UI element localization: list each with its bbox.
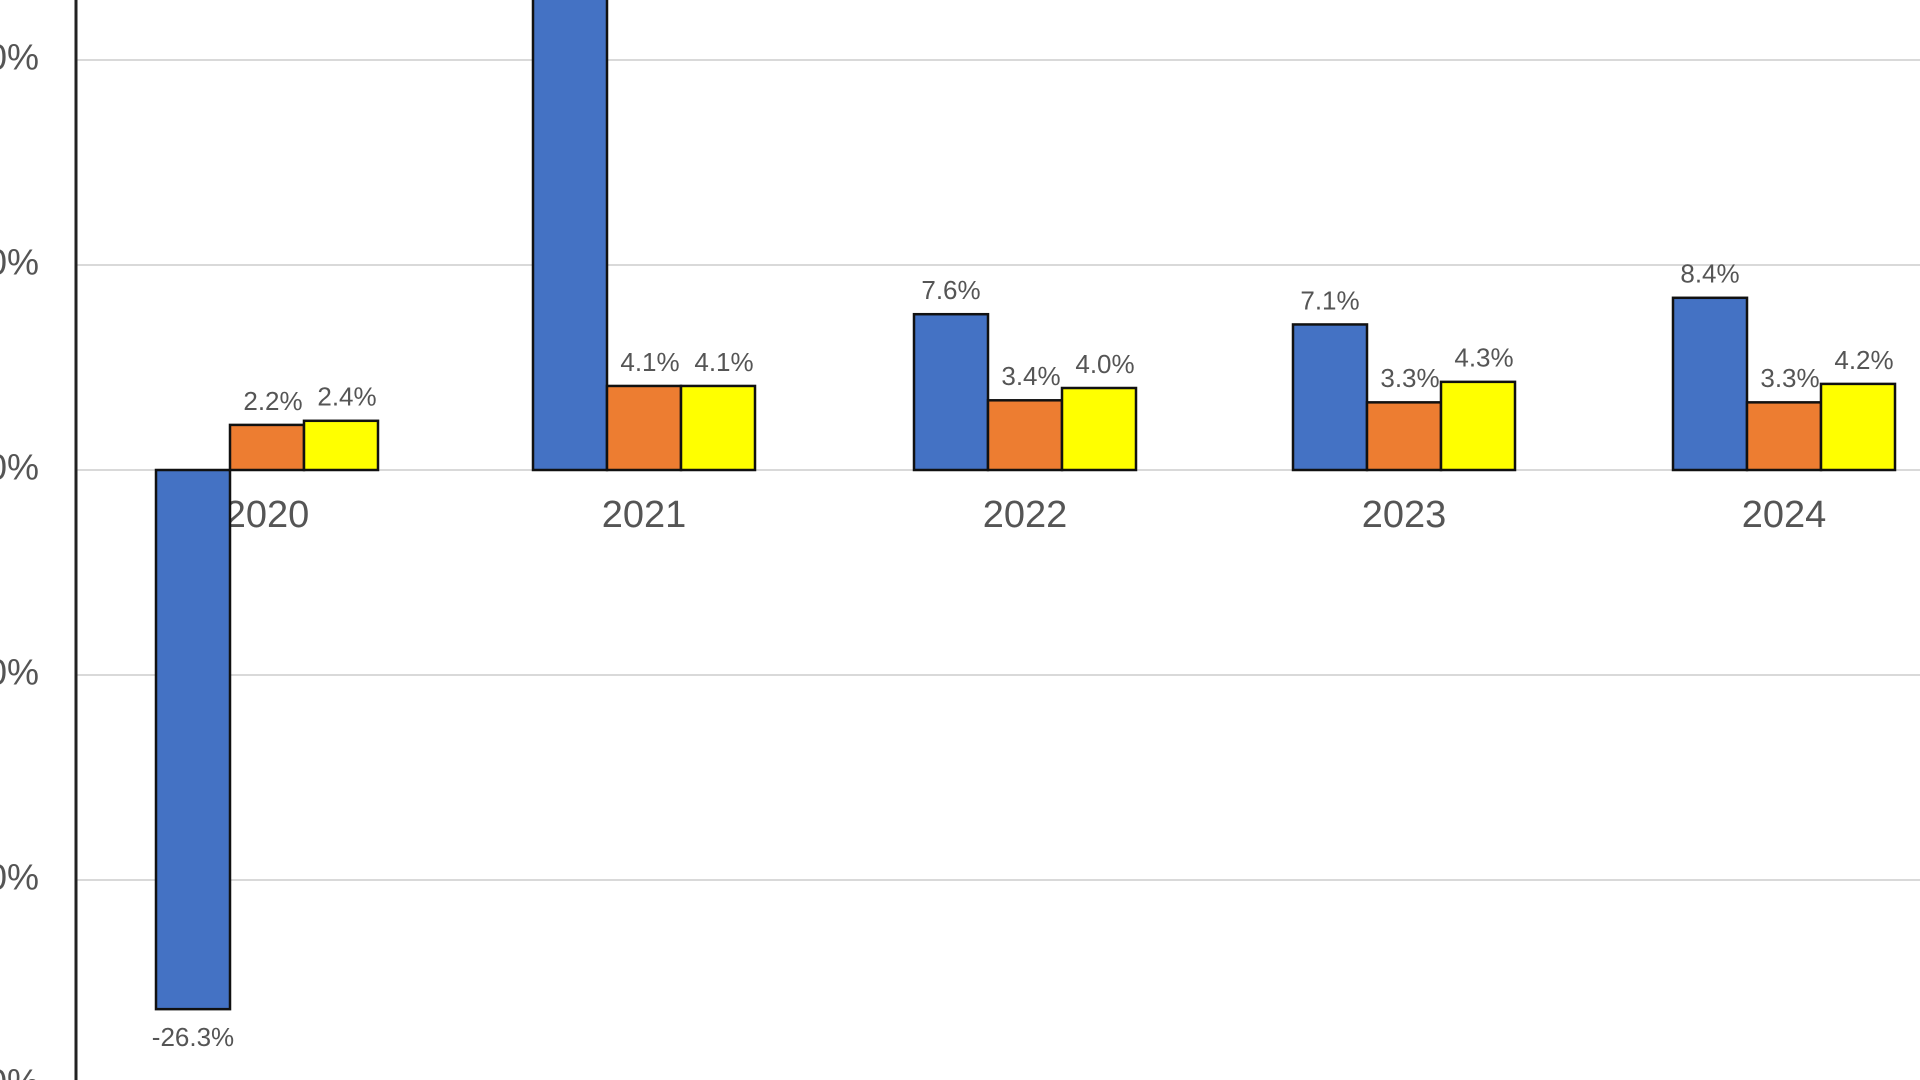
data-label: 2.4% — [317, 382, 376, 412]
bar — [228, 423, 306, 472]
bar — [1365, 401, 1443, 472]
data-label: 3.3% — [1380, 363, 1439, 393]
y-tick-label: -30% — [0, 1062, 39, 1080]
x-tick-label: 2020 — [225, 494, 310, 536]
data-label: 2.2% — [243, 386, 302, 416]
y-tick-label: -10% — [0, 652, 39, 693]
data-label: 3.3% — [1760, 363, 1819, 393]
x-tick-label: 2021 — [602, 494, 687, 536]
x-tick-label: 2023 — [1362, 494, 1447, 536]
data-label: 7.1% — [1300, 285, 1359, 315]
data-label: 3.4% — [1001, 361, 1060, 391]
x-tick-label: 2024 — [1742, 494, 1827, 536]
bar — [605, 384, 683, 472]
data-label: 4.3% — [1454, 343, 1513, 373]
bar — [912, 312, 990, 472]
data-label: -26.3% — [152, 1022, 234, 1052]
bar — [1819, 382, 1897, 472]
data-label: 7.6% — [921, 275, 980, 305]
bar — [1745, 401, 1823, 472]
y-tick-label: 0% — [0, 447, 39, 488]
bar — [302, 419, 380, 472]
bar — [531, 0, 609, 472]
bar — [1671, 296, 1749, 472]
data-label: 4.0% — [1075, 349, 1134, 379]
y-tick-label: 10% — [0, 242, 39, 283]
bar — [986, 399, 1064, 472]
data-label: 8.4% — [1680, 259, 1739, 289]
bar — [1060, 386, 1138, 472]
data-label: 4.1% — [620, 347, 679, 377]
y-tick-label: -20% — [0, 857, 39, 898]
bar — [1439, 380, 1517, 472]
data-label: 4.2% — [1834, 345, 1893, 375]
bar — [154, 468, 232, 1011]
data-label: 4.1% — [694, 347, 753, 377]
x-tick-label: 2022 — [983, 494, 1068, 536]
bar — [1291, 323, 1369, 472]
bar — [679, 384, 757, 472]
y-tick-label: 20% — [0, 37, 39, 78]
